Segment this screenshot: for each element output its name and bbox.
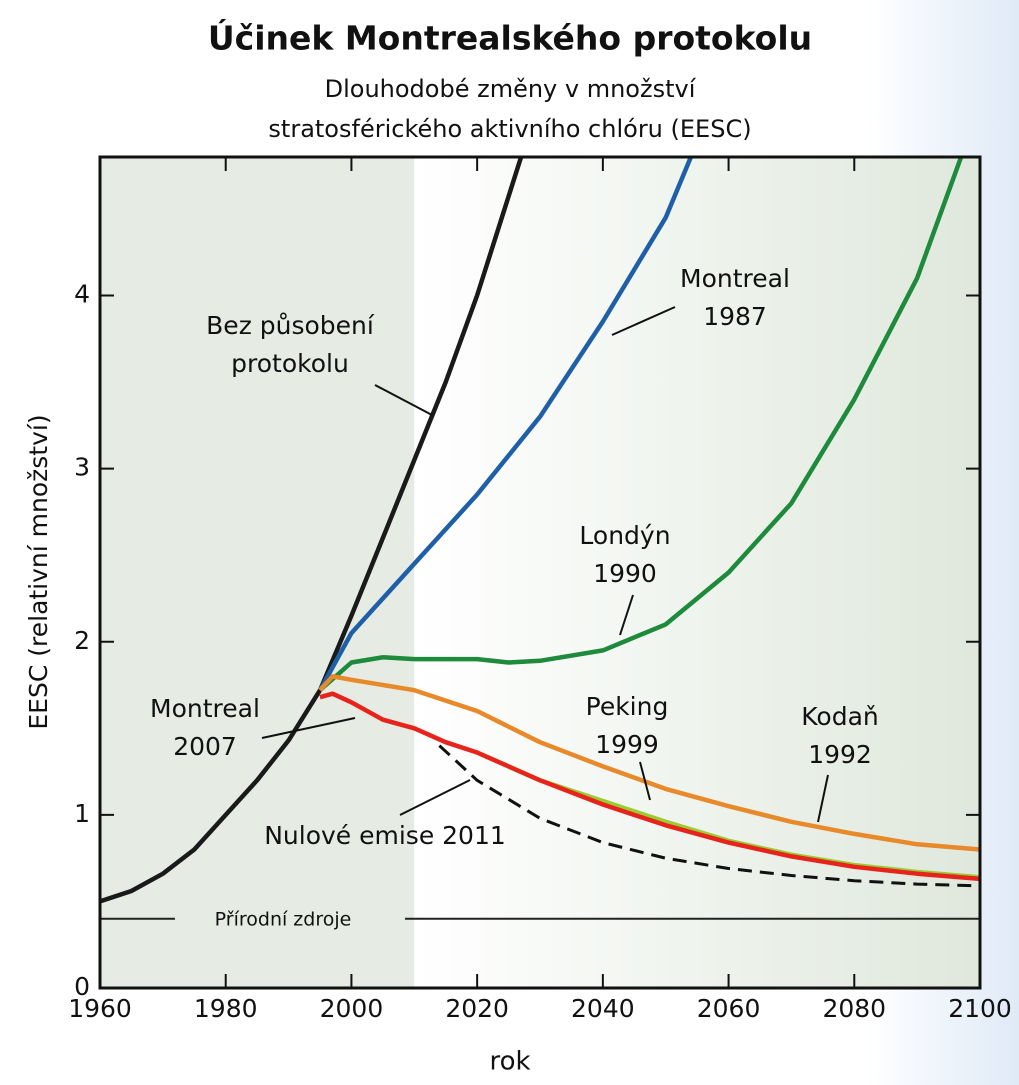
annotation-pointer: [639, 761, 651, 801]
annotation: Kodaň: [801, 702, 878, 731]
baseline-label: Přírodní zdroje: [215, 908, 352, 930]
annotation-pointer: [619, 594, 634, 636]
x-tick-label: 1960: [68, 994, 132, 1023]
annotation-pointer: [817, 774, 829, 823]
annotation: Montreal: [680, 264, 790, 293]
annotation: 1990: [593, 559, 657, 588]
y-tick-label: 2: [74, 626, 90, 655]
annotation: Bez působení: [206, 311, 375, 340]
series-line: [319, 691, 980, 882]
annotation-pointer: [374, 384, 433, 416]
series-line: [100, 157, 524, 904]
annotation: Nulové emise 2011: [264, 821, 506, 850]
annotation: 1987: [703, 302, 767, 331]
chart-title: Účinek Montrealského protokolu: [208, 18, 812, 58]
plot-frame: [98, 155, 982, 990]
annotation: Peking: [586, 692, 669, 721]
annotation: protokolu: [231, 349, 349, 378]
series-line: [318, 674, 980, 852]
x-tick-label: 1980: [194, 994, 258, 1023]
past-region: [100, 157, 415, 988]
y-axis-label: EESC (relativní množství): [24, 414, 53, 729]
subtitle: Dlouhodobé změny v množství: [325, 75, 697, 103]
annotation: 2007: [173, 732, 237, 761]
future-region: [414, 157, 980, 988]
x-tick-label: 2000: [320, 994, 384, 1023]
series-line: [318, 157, 964, 692]
y-tick-label: 0: [74, 972, 90, 1001]
annotation-pointer: [399, 779, 471, 816]
x-tick-label: 2040: [571, 994, 635, 1023]
annotation-pointer: [611, 306, 676, 336]
subtitle: stratosférického aktivního chlóru (EESC): [268, 115, 751, 143]
series-line: [438, 744, 980, 888]
y-tick-label: 1: [74, 799, 90, 828]
annotation-pointer: [261, 717, 356, 739]
annotation: Londýn: [579, 521, 670, 550]
x-tick-label: 2100: [948, 994, 1012, 1023]
y-tick-label: 4: [74, 280, 90, 309]
annotation: 1999: [595, 730, 659, 759]
x-tick-label: 2080: [822, 994, 886, 1023]
x-tick-label: 2020: [445, 994, 509, 1023]
y-tick-label: 3: [74, 453, 90, 482]
annotation: 1992: [808, 740, 872, 769]
series-line: [318, 157, 693, 692]
x-tick-label: 2060: [697, 994, 761, 1023]
lines: [100, 157, 980, 904]
baseline-label-bg: [175, 904, 405, 933]
x-axis-label: rok: [489, 1047, 530, 1077]
annotation: Montreal: [150, 694, 260, 723]
